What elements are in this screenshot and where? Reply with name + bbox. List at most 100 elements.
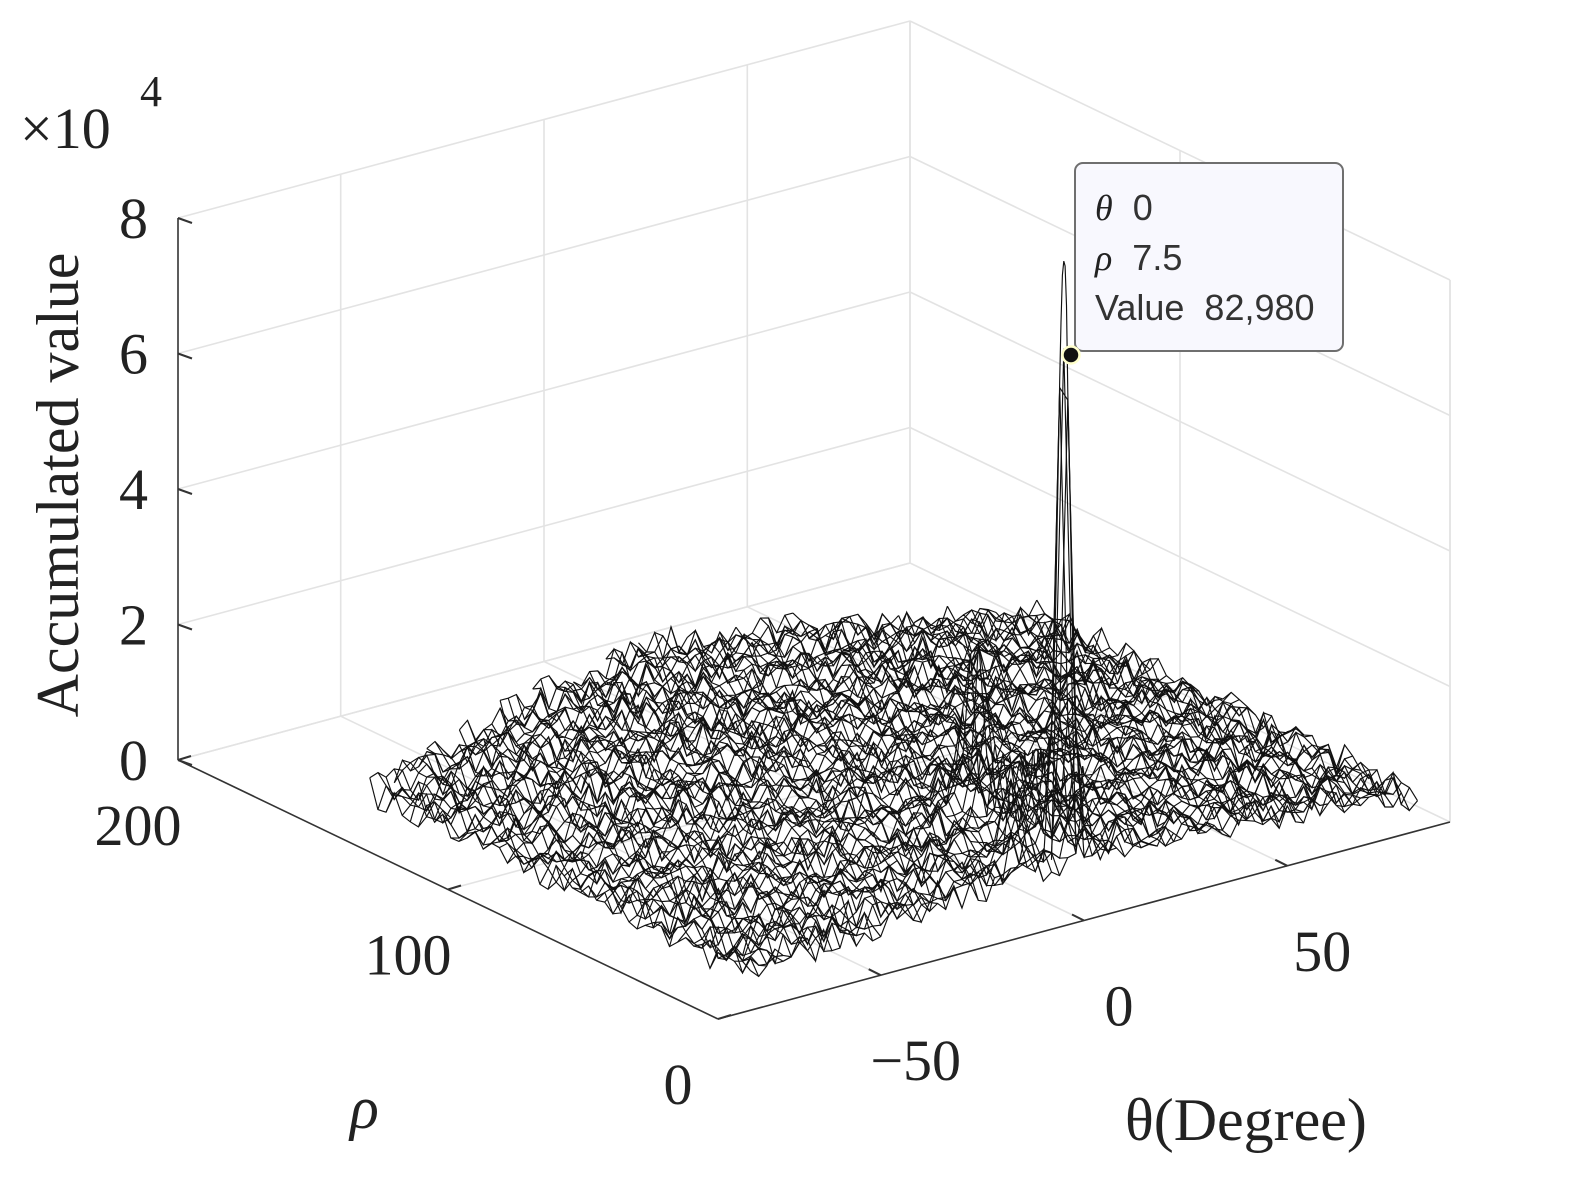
mesh-line-theta (377, 772, 760, 977)
mesh-line-theta (434, 741, 832, 953)
z-tick-mark (177, 759, 193, 766)
rho-tick-mark (717, 1014, 732, 1020)
mesh-line-theta (581, 676, 1012, 886)
mesh-line-theta (589, 671, 1020, 882)
z-axis-title: Accumulated value (25, 253, 91, 718)
mesh-line-theta (613, 657, 1053, 873)
mesh-line-theta (914, 617, 1313, 813)
rho-tick-label: 200 (95, 793, 182, 858)
z-exponent-power: 4 (140, 67, 162, 116)
data-tip-theta-value: 0 (1133, 187, 1153, 228)
mesh-line-theta (556, 688, 979, 901)
mesh-line-theta (833, 617, 1248, 822)
rho-tick-label: 0 (664, 1052, 693, 1117)
mesh-line-theta (507, 698, 922, 923)
mesh-line-theta (622, 648, 1061, 876)
data-tip[interactable]: θ 0 ρ 7.5 Value 82,980 (1061, 162, 1344, 365)
mesh-line-theta (548, 675, 971, 887)
mesh-line-theta (564, 680, 987, 902)
mesh-line-theta (898, 615, 1305, 824)
z-tick-label: 6 (119, 322, 148, 387)
mesh-line-theta (410, 756, 800, 959)
data-tip-theta-symbol: θ (1095, 188, 1113, 228)
z-tick-mark (177, 217, 193, 224)
data-tip-line2: ρ 7.5 (1094, 237, 1182, 278)
mesh-line-theta (678, 647, 1117, 852)
mesh-line-theta (841, 615, 1256, 827)
mesh-line-theta (393, 768, 776, 966)
surface-mesh (369, 260, 1418, 978)
mesh-line-theta (703, 638, 1134, 848)
mesh-line-theta (686, 629, 1126, 858)
rho-tick-mark (447, 884, 462, 891)
mesh-line-theta (466, 720, 874, 942)
mesh-line-theta (735, 626, 1166, 840)
mesh-line-theta (475, 729, 882, 937)
mesh-line-theta (532, 691, 947, 910)
z-axis-label: Accumulated value (25, 253, 91, 718)
z-exponent-base: ×10 (20, 96, 111, 161)
z-tick-label: 0 (119, 728, 148, 793)
mesh-line-theta (491, 723, 898, 917)
data-tip-value-label: Value (1095, 287, 1184, 328)
mesh-line-theta (751, 632, 1174, 848)
z-tick-mark (177, 488, 193, 495)
z-tick-label: 8 (119, 186, 148, 251)
theta-tick-label: 50 (1293, 919, 1351, 984)
mesh-line-theta (450, 743, 849, 939)
data-tip-rho-symbol: ρ (1094, 238, 1112, 278)
mesh-line-theta (670, 626, 1109, 857)
mesh-line-theta (638, 385, 1085, 793)
data-tip-box (1074, 162, 1344, 352)
mesh-line-theta (784, 614, 1207, 835)
mesh-line-theta (393, 769, 784, 958)
theta-tick-mark (1274, 858, 1288, 867)
z-tick-label: 2 (119, 593, 148, 658)
z-tick-mark (177, 352, 193, 360)
theta-tick-mark (868, 968, 882, 977)
data-tip-value-value: 82,980 (1204, 287, 1314, 328)
axes-gridlines (177, 20, 1451, 1020)
mesh-line-theta (369, 777, 751, 971)
mesh-line-theta (1011, 606, 1394, 808)
z-tick-label: 4 (119, 457, 148, 522)
mesh-line-theta (597, 670, 1028, 866)
mesh-line-theta (605, 648, 1044, 882)
mesh-line-theta (629, 641, 1068, 863)
gridline-rho-floor (177, 562, 911, 761)
mesh-line-theta (459, 738, 857, 947)
mesh-peak-ridge (1002, 260, 1085, 786)
mesh-line-theta (426, 751, 817, 962)
mesh-line-theta (987, 609, 1377, 796)
mesh-line-theta (483, 729, 890, 927)
mesh-line-theta (759, 617, 1182, 843)
mesh-line-theta (524, 704, 939, 913)
theta-axis-label: θ(Degree) (1125, 1087, 1367, 1153)
mesh-line-theta (727, 634, 1158, 847)
mesh-line-theta (1028, 612, 1410, 811)
mesh-line-theta (638, 654, 1077, 854)
theta-tick-mark (1071, 913, 1085, 922)
rho-tick-label: 100 (365, 923, 452, 988)
mesh-line-theta (572, 681, 995, 880)
mesh-line-theta (890, 611, 1297, 822)
mesh-line-theta (930, 617, 1329, 817)
rho-tick-mark (177, 755, 192, 761)
data-tip-marker[interactable] (1061, 345, 1081, 365)
mesh-line-theta (458, 729, 865, 937)
mesh-line-theta (979, 607, 1369, 806)
mesh-line-theta (426, 748, 825, 940)
tick-labels: 0 2 4 6 8 −50 0 50 0 100 200 (95, 186, 1352, 1117)
mesh-line-theta (946, 605, 1345, 813)
mesh-line-theta (995, 612, 1386, 808)
mesh-line-theta (1036, 599, 1418, 802)
mesh-line-theta (573, 681, 1004, 887)
mesh-line-theta (857, 613, 1264, 825)
mesh-line-theta (385, 777, 767, 967)
theta-tick-label: 0 (1105, 974, 1134, 1039)
mesh-line-theta (865, 623, 1272, 822)
mesh-line-theta (792, 612, 1215, 832)
mesh-line-theta (776, 629, 1199, 829)
z-tick-mark (177, 623, 193, 631)
